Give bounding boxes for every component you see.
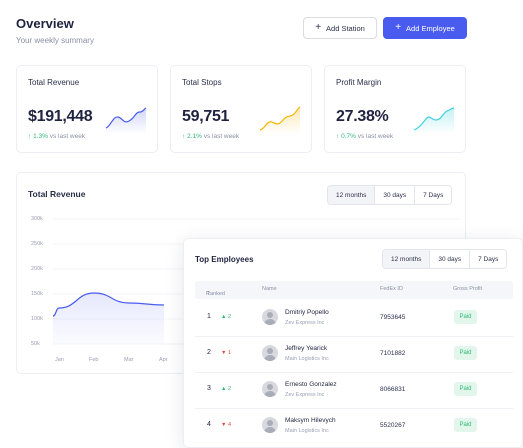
add-station-button[interactable]: + Add Station — [303, 17, 377, 39]
metric-value: 27.38% — [336, 108, 389, 125]
metric-change-suffix: vs last week — [357, 133, 394, 140]
y-tick-label: 100k — [31, 316, 43, 322]
status-badge: Paid — [454, 310, 477, 324]
sparkline-chart — [105, 107, 147, 134]
avatar — [262, 381, 278, 397]
employee-company: Zev Express Inc — [285, 320, 325, 326]
triangle-up-icon: ▲ — [221, 386, 227, 392]
add-employee-button[interactable]: + Add Employee — [383, 17, 467, 39]
status-badge: Paid — [454, 382, 477, 396]
metric-change: ↑ 1.3% vs last week — [28, 133, 85, 140]
x-tick-label: Feb — [89, 357, 99, 363]
fedex-id: 5520267 — [380, 422, 406, 429]
x-tick-label: Jan — [55, 357, 64, 363]
rank-number: 1 — [207, 313, 211, 320]
employee-company: Zev Express Inc — [285, 392, 325, 398]
y-tick-label: 250k — [31, 241, 43, 247]
metric-card-revenue: Total Revenue $191,448 ↑ 1.3% vs last we… — [16, 65, 158, 153]
table-row[interactable]: 2 ▼ 1 Jeffrey Yearick Main Logistics Inc… — [195, 336, 513, 373]
triangle-up-icon: ▲ — [221, 314, 227, 320]
arrow-up-icon: ↑ — [28, 133, 32, 140]
metric-title: Total Revenue — [28, 78, 80, 87]
range-option-12-months[interactable]: 12 months — [328, 186, 375, 204]
metric-change: ↑ 2.1% vs last week — [182, 133, 239, 140]
add-station-label: Add Station — [326, 23, 365, 33]
table-row[interactable]: 1 ▲ 2 Dmitriy Popello Zev Express Inc 79… — [195, 300, 513, 337]
rank-number: 4 — [207, 421, 211, 428]
employee-company: Main Logistics Inc — [285, 428, 329, 434]
metric-title: Profit Margin — [336, 78, 382, 87]
table-row[interactable]: 4 ▼ 4 Maksym Hilevych Main Logistics Inc… — [195, 408, 513, 444]
chart-title: Total Revenue — [28, 189, 86, 199]
employee-name: Dmitriy Popello — [285, 309, 329, 316]
avatar — [262, 417, 278, 433]
rank-change: ▲ 2 — [221, 314, 232, 320]
x-tick-label: Apr — [159, 357, 168, 363]
revenue-line — [53, 292, 165, 317]
sort-icon: ⇡ — [206, 291, 211, 297]
plus-icon: + — [395, 22, 402, 33]
column-header-name[interactable]: Name — [262, 286, 277, 292]
employee-name: Ernesto Gonzalez — [285, 381, 337, 388]
column-header-gross-profit[interactable]: Gross Profit — [453, 286, 483, 292]
metric-value: $191,448 — [28, 108, 93, 125]
sparkline-chart — [259, 106, 301, 134]
metric-change-value: 2.1% — [187, 133, 202, 140]
metric-value: 59,751 — [182, 108, 230, 125]
add-employee-label: Add Employee — [406, 23, 455, 33]
status-badge: Paid — [454, 418, 477, 432]
sparkline-chart — [413, 107, 455, 134]
metric-change-suffix: vs last week — [203, 133, 240, 140]
y-tick-label: 300k — [31, 216, 43, 222]
range-option-30-days[interactable]: 30 days — [429, 250, 470, 268]
employee-name: Jeffrey Yearick — [285, 345, 328, 352]
panel-title: Top Employees — [195, 255, 254, 264]
metric-title: Total Stops — [182, 78, 222, 87]
metric-change-suffix: vs last week — [49, 133, 86, 140]
arrow-up-icon: ↑ — [182, 133, 186, 140]
rank-number: 3 — [207, 385, 211, 392]
page-title: Overview — [16, 16, 74, 31]
employee-name: Maksym Hilevych — [285, 417, 336, 424]
y-tick-label: 150k — [31, 291, 43, 297]
rank-change: ▼ 4 — [221, 422, 232, 428]
metric-change-value: 0.7% — [341, 133, 356, 140]
page-subtitle: Your weekly summary — [16, 36, 94, 45]
plus-icon: + — [315, 22, 322, 33]
arrow-up-icon: ↑ — [336, 133, 340, 140]
metric-card-stops: Total Stops 59,751 ↑ 2.1% vs last week — [170, 65, 312, 153]
fedex-id: 7953645 — [380, 314, 406, 321]
y-tick-label: 50k — [31, 341, 40, 347]
range-option-30-days[interactable]: 30 days — [374, 186, 415, 204]
x-tick-label: Mar — [124, 357, 134, 363]
rank-change: ▼ 1 — [221, 350, 232, 356]
avatar — [262, 345, 278, 361]
top-employees-panel: Top Employees 12 months 30 days 7 Days R… — [183, 238, 523, 448]
revenue-range-selector: 12 months 30 days 7 Days — [327, 185, 453, 205]
y-tick-label: 200k — [31, 266, 43, 272]
range-option-12-months[interactable]: 12 months — [383, 250, 430, 268]
metric-change-value: 1.3% — [33, 133, 48, 140]
revenue-area — [53, 293, 164, 344]
column-header-fedex-id[interactable]: FedEx ID — [380, 286, 403, 292]
range-option-7-days[interactable]: 7 Days — [414, 186, 452, 204]
employee-company: Main Logistics Inc — [285, 356, 329, 362]
rank-number: 2 — [207, 349, 211, 356]
status-badge: Paid — [454, 346, 477, 360]
fedex-id: 8066831 — [380, 386, 406, 393]
employees-range-selector: 12 months 30 days 7 Days — [382, 249, 508, 269]
rank-change: ▲ 2 — [221, 386, 232, 392]
triangle-down-icon: ▼ — [221, 422, 227, 428]
metric-change: ↑ 0.7% vs last week — [336, 133, 393, 140]
table-header: Ranked ⇡ Name FedEx ID Gross Profit — [195, 281, 513, 299]
fedex-id: 7101882 — [380, 350, 406, 357]
table-row[interactable]: 3 ▲ 2 Ernesto Gonzalez Zev Express Inc 8… — [195, 372, 513, 409]
metric-card-margin: Profit Margin 27.38% ↑ 0.7% vs last week — [324, 65, 466, 153]
triangle-down-icon: ▼ — [221, 350, 227, 356]
avatar — [262, 309, 278, 325]
range-option-7-days[interactable]: 7 Days — [469, 250, 507, 268]
